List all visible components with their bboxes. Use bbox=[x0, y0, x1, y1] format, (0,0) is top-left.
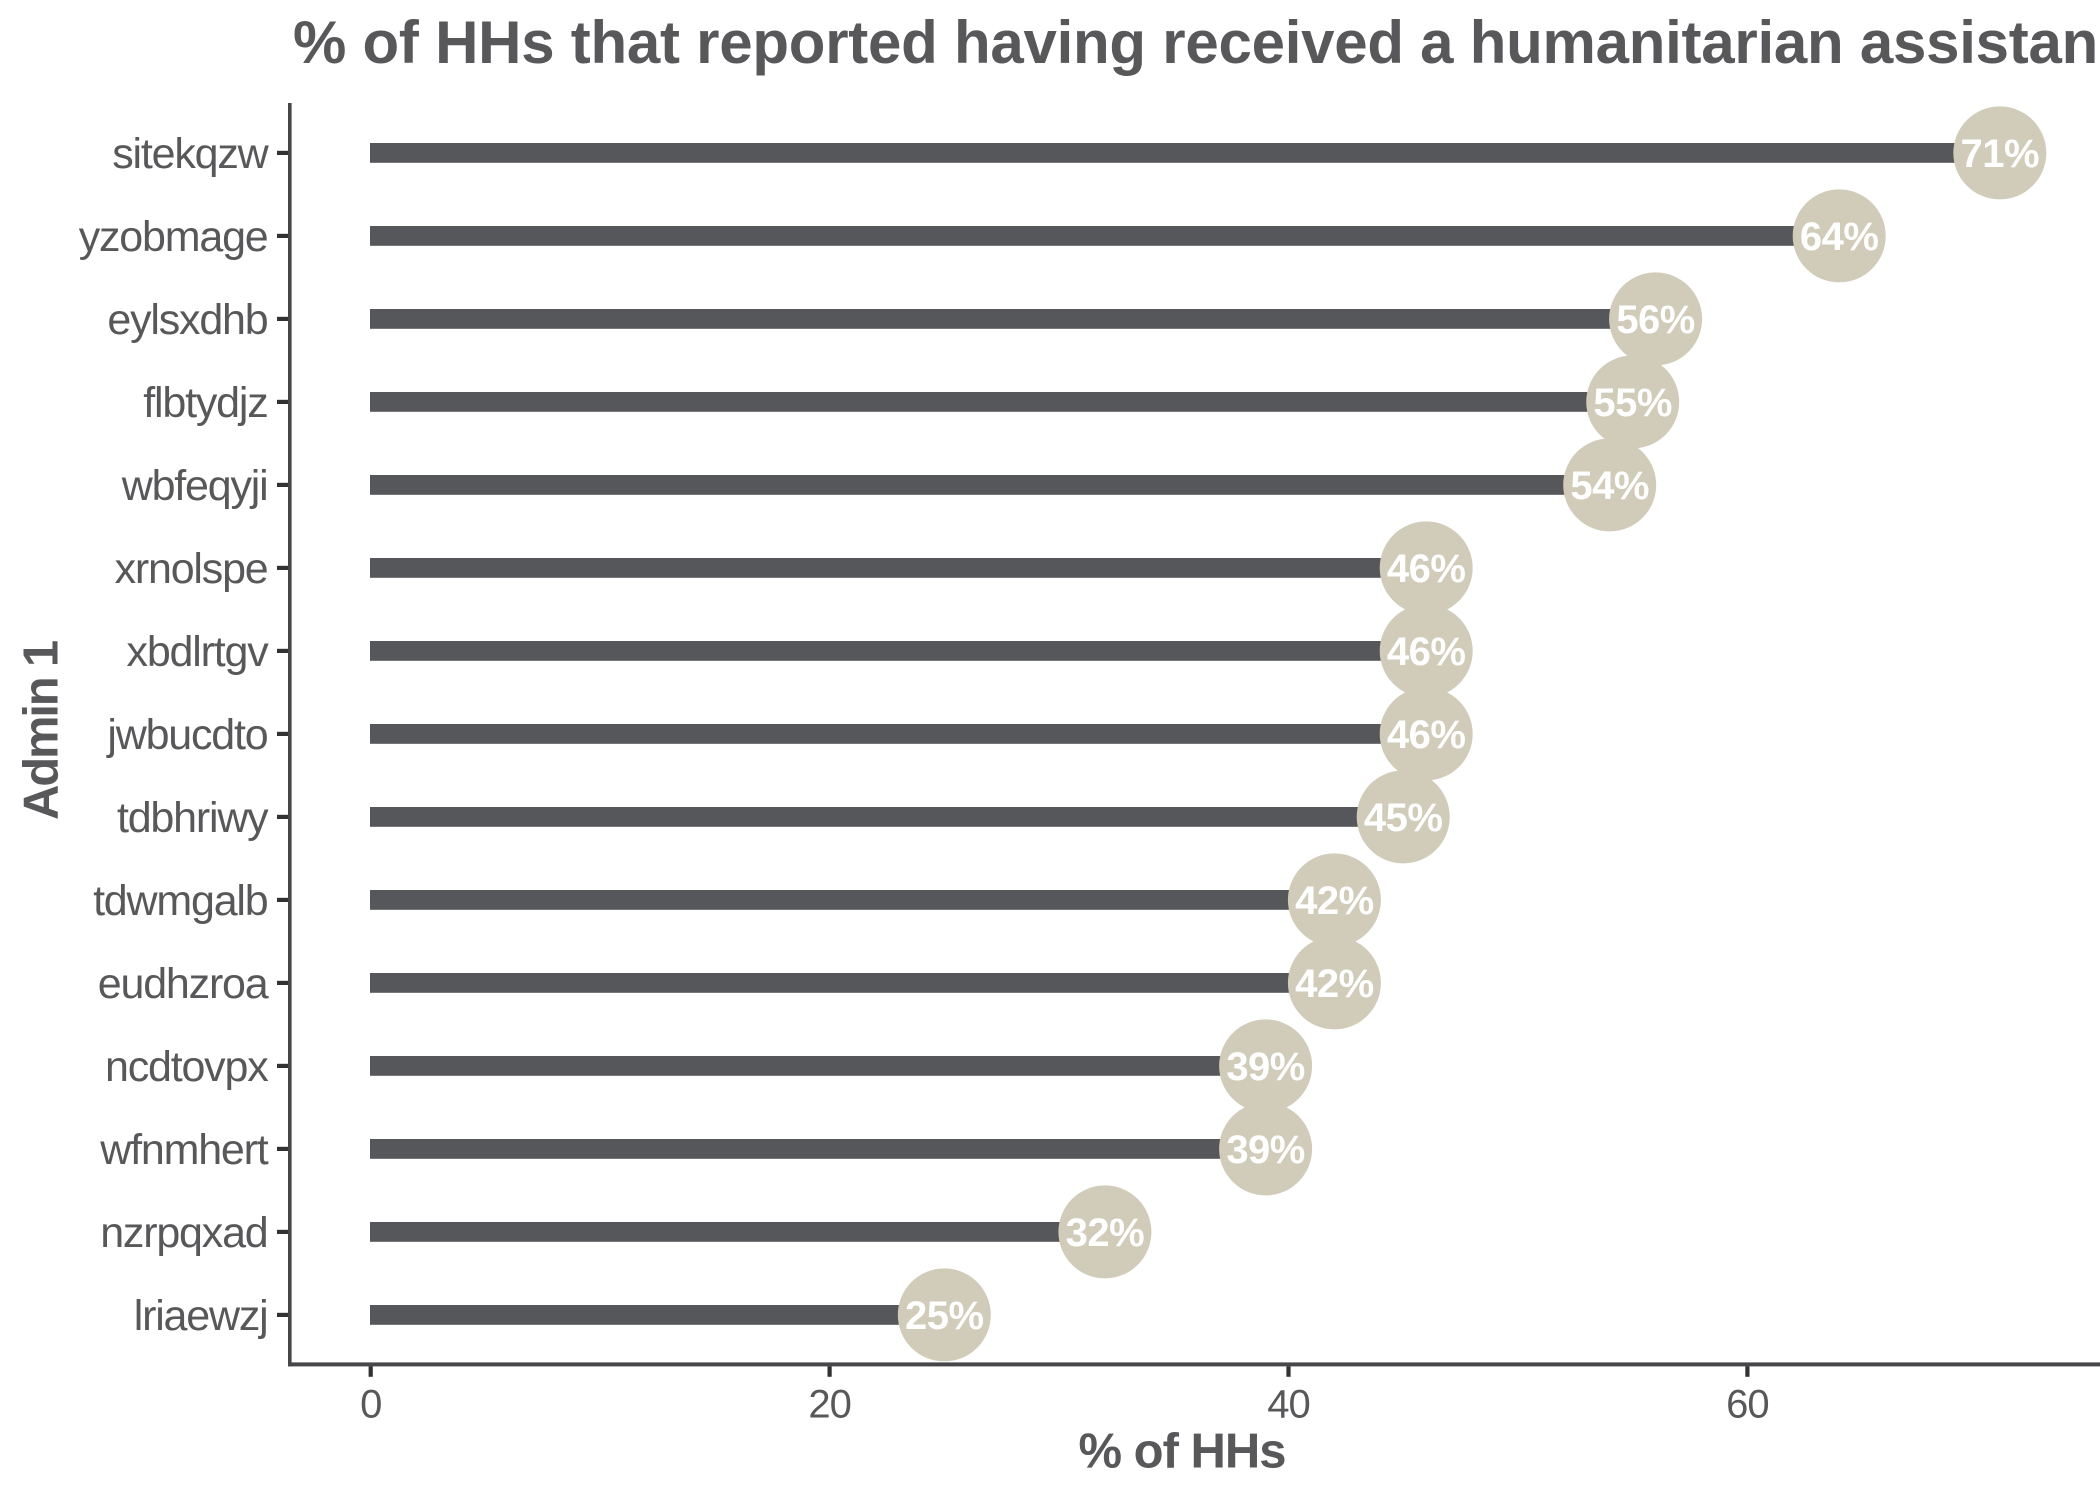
svg-text:42%: 42% bbox=[1295, 962, 1374, 1006]
svg-text:jwbucdto: jwbucdto bbox=[105, 711, 267, 759]
svg-text:eylsxdhb: eylsxdhb bbox=[107, 296, 267, 344]
svg-text:46%: 46% bbox=[1387, 713, 1466, 757]
svg-text:xrnolspe: xrnolspe bbox=[115, 545, 268, 593]
svg-text:56%: 56% bbox=[1616, 298, 1695, 342]
svg-text:flbtydjz: flbtydjz bbox=[143, 379, 267, 427]
svg-text:54%: 54% bbox=[1570, 464, 1649, 508]
svg-text:45%: 45% bbox=[1364, 796, 1443, 840]
svg-text:0: 0 bbox=[360, 1383, 381, 1427]
svg-text:Admin 1: Admin 1 bbox=[14, 641, 68, 820]
svg-text:ncdtovpx: ncdtovpx bbox=[105, 1043, 269, 1091]
svg-text:40: 40 bbox=[1267, 1383, 1310, 1427]
svg-text:39%: 39% bbox=[1226, 1128, 1305, 1172]
svg-text:20: 20 bbox=[808, 1383, 851, 1427]
svg-text:nzrpqxad: nzrpqxad bbox=[100, 1209, 267, 1257]
svg-text:sitekqzw: sitekqzw bbox=[112, 130, 269, 178]
svg-text:32%: 32% bbox=[1066, 1211, 1145, 1255]
svg-text:64%: 64% bbox=[1800, 215, 1879, 259]
svg-text:60: 60 bbox=[1726, 1383, 1769, 1427]
svg-text:71%: 71% bbox=[1961, 132, 2040, 176]
svg-text:eudhzroa: eudhzroa bbox=[98, 960, 269, 1008]
svg-text:tdbhriwy: tdbhriwy bbox=[117, 794, 269, 842]
svg-text:55%: 55% bbox=[1593, 381, 1672, 425]
svg-text:39%: 39% bbox=[1226, 1045, 1305, 1089]
svg-text:46%: 46% bbox=[1387, 630, 1466, 674]
svg-text:46%: 46% bbox=[1387, 547, 1466, 591]
svg-text:lriaewzj: lriaewzj bbox=[134, 1292, 268, 1340]
svg-text:25%: 25% bbox=[905, 1294, 984, 1338]
svg-text:42%: 42% bbox=[1295, 879, 1374, 923]
svg-text:wfnmhert: wfnmhert bbox=[99, 1126, 268, 1174]
svg-text:yzobmage: yzobmage bbox=[79, 213, 268, 261]
svg-text:% of HHs that reported having: % of HHs that reported having received a… bbox=[293, 9, 2100, 76]
svg-text:tdwmgalb: tdwmgalb bbox=[93, 877, 268, 925]
svg-text:% of HHs: % of HHs bbox=[1078, 1425, 1285, 1479]
svg-text:wbfeqyji: wbfeqyji bbox=[121, 462, 268, 510]
svg-text:xbdlrtgv: xbdlrtgv bbox=[127, 628, 270, 676]
